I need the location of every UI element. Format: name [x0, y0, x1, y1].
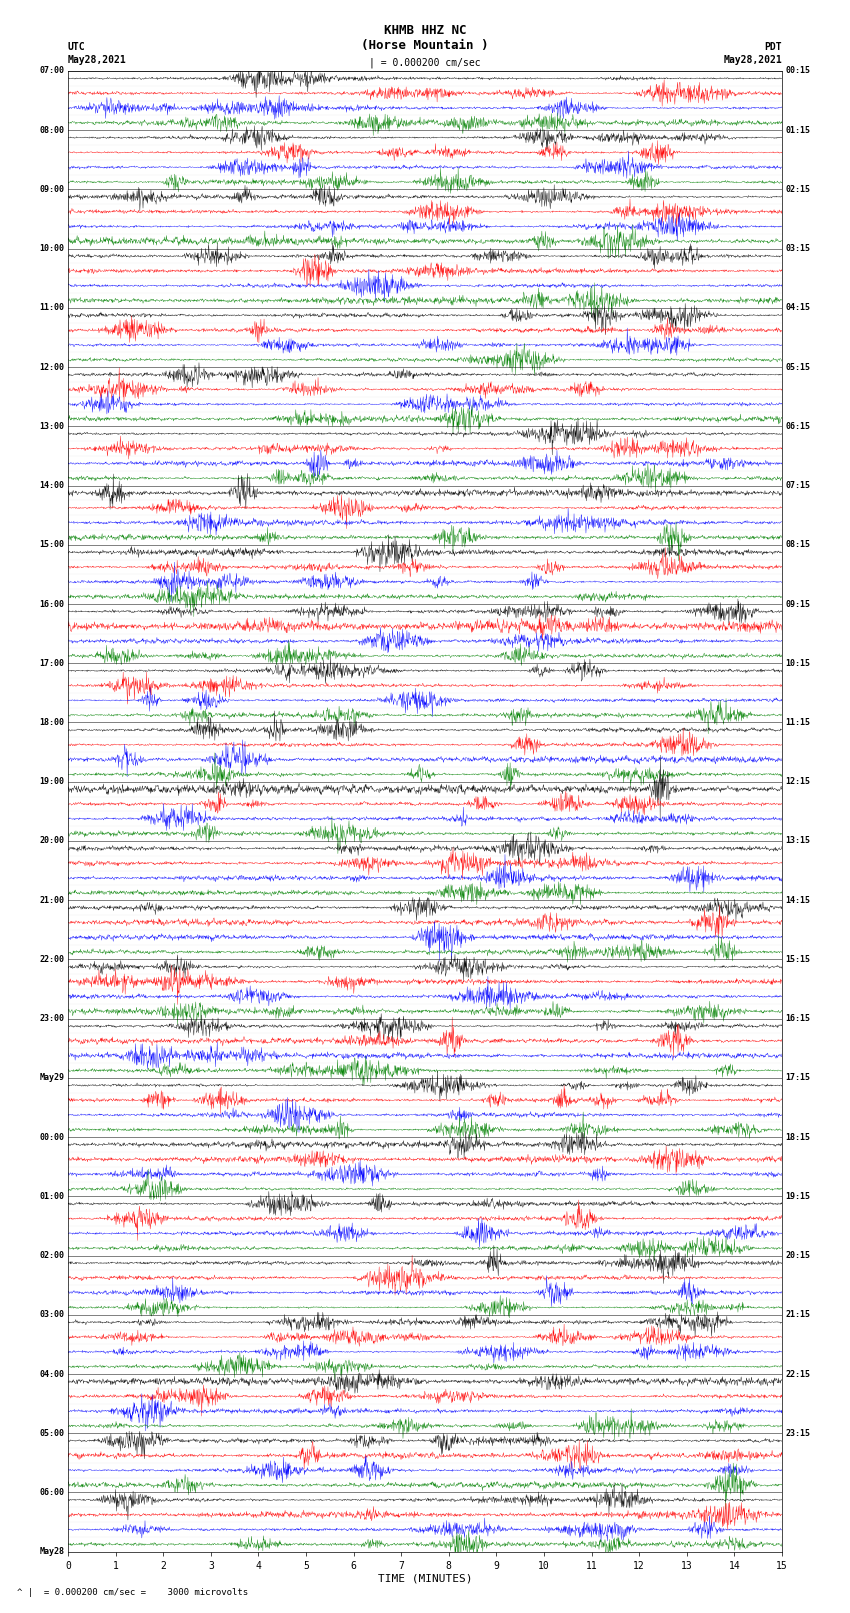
- Text: 14:00: 14:00: [39, 481, 65, 490]
- Text: 09:00: 09:00: [39, 185, 65, 194]
- Text: 01:00: 01:00: [39, 1192, 65, 1200]
- Text: 16:15: 16:15: [785, 1015, 811, 1023]
- Text: 21:15: 21:15: [785, 1310, 811, 1319]
- Text: 21:00: 21:00: [39, 895, 65, 905]
- Text: 00:00: 00:00: [39, 1132, 65, 1142]
- Text: 23:15: 23:15: [785, 1429, 811, 1437]
- Text: 20:00: 20:00: [39, 837, 65, 845]
- Text: 13:00: 13:00: [39, 423, 65, 431]
- Text: | = 0.000200 cm/sec: | = 0.000200 cm/sec: [369, 56, 481, 68]
- Text: 11:00: 11:00: [39, 303, 65, 313]
- Text: 16:00: 16:00: [39, 600, 65, 608]
- Text: 13:15: 13:15: [785, 837, 811, 845]
- Text: 19:15: 19:15: [785, 1192, 811, 1200]
- Text: May28: May28: [39, 1547, 65, 1557]
- Text: 19:00: 19:00: [39, 777, 65, 786]
- Text: 10:00: 10:00: [39, 244, 65, 253]
- Text: 12:00: 12:00: [39, 363, 65, 371]
- Text: 23:00: 23:00: [39, 1015, 65, 1023]
- Text: 12:15: 12:15: [785, 777, 811, 786]
- Text: 07:15: 07:15: [785, 481, 811, 490]
- Text: 08:00: 08:00: [39, 126, 65, 135]
- Text: 15:00: 15:00: [39, 540, 65, 550]
- Text: 02:00: 02:00: [39, 1252, 65, 1260]
- X-axis label: TIME (MINUTES): TIME (MINUTES): [377, 1574, 473, 1584]
- Text: 18:15: 18:15: [785, 1132, 811, 1142]
- Text: (Horse Mountain ): (Horse Mountain ): [361, 39, 489, 52]
- Text: 09:15: 09:15: [785, 600, 811, 608]
- Text: 10:15: 10:15: [785, 658, 811, 668]
- Text: 04:15: 04:15: [785, 303, 811, 313]
- Text: 20:15: 20:15: [785, 1252, 811, 1260]
- Text: 07:00: 07:00: [39, 66, 65, 76]
- Text: May28,2021: May28,2021: [723, 55, 782, 65]
- Text: 17:15: 17:15: [785, 1073, 811, 1082]
- Text: 00:15: 00:15: [785, 66, 811, 76]
- Text: 17:00: 17:00: [39, 658, 65, 668]
- Text: 02:15: 02:15: [785, 185, 811, 194]
- Text: 18:00: 18:00: [39, 718, 65, 727]
- Text: 03:15: 03:15: [785, 244, 811, 253]
- Text: May28,2021: May28,2021: [68, 55, 127, 65]
- Text: UTC: UTC: [68, 42, 86, 52]
- Text: 04:00: 04:00: [39, 1369, 65, 1379]
- Text: PDT: PDT: [764, 42, 782, 52]
- Text: 15:15: 15:15: [785, 955, 811, 965]
- Text: ^ |  = 0.000200 cm/sec =    3000 microvolts: ^ | = 0.000200 cm/sec = 3000 microvolts: [17, 1587, 248, 1597]
- Text: 03:00: 03:00: [39, 1310, 65, 1319]
- Text: 22:15: 22:15: [785, 1369, 811, 1379]
- Text: KHMB HHZ NC: KHMB HHZ NC: [383, 24, 467, 37]
- Text: May29: May29: [39, 1073, 65, 1082]
- Text: 01:15: 01:15: [785, 126, 811, 135]
- Text: 14:15: 14:15: [785, 895, 811, 905]
- Text: 11:15: 11:15: [785, 718, 811, 727]
- Text: 06:15: 06:15: [785, 423, 811, 431]
- Text: 22:00: 22:00: [39, 955, 65, 965]
- Text: 08:15: 08:15: [785, 540, 811, 550]
- Text: 06:00: 06:00: [39, 1487, 65, 1497]
- Text: 05:00: 05:00: [39, 1429, 65, 1437]
- Text: 05:15: 05:15: [785, 363, 811, 371]
